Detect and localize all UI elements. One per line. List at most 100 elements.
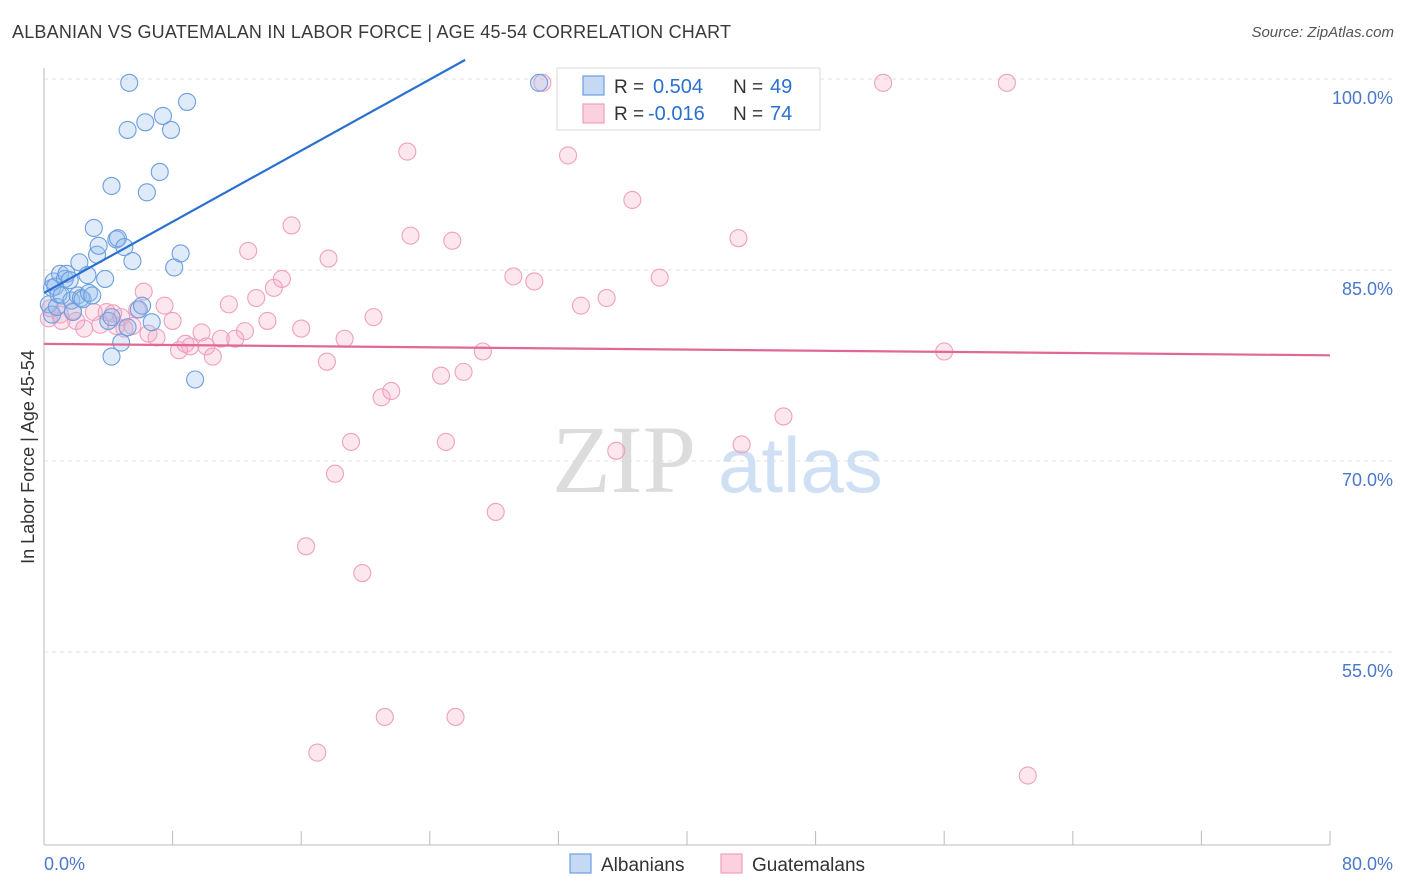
guatemalans-point (335, 329, 354, 348)
albanians-point (186, 370, 205, 389)
guatemalans-point (504, 267, 523, 286)
guatemalans-point (372, 388, 391, 407)
guatemalans-point (571, 296, 590, 315)
guatemalans-point (317, 352, 336, 371)
guatemalans-series-swatch (720, 853, 743, 874)
x-tick-label-min: 0.0% (44, 854, 85, 874)
guatemalans-point (247, 288, 266, 308)
albanians-point (112, 333, 131, 352)
y-tick-label: 85.0% (1342, 279, 1393, 299)
guatemalans-point (226, 329, 245, 348)
guatemalans-point (558, 146, 578, 165)
gridlines (44, 78, 1393, 653)
watermark-atlas: atlas (718, 421, 883, 509)
albanians-point (150, 162, 169, 182)
albanians-point (70, 253, 89, 272)
albanians-point (83, 286, 102, 305)
source-label: Source: ZipAtlas.com (1251, 24, 1394, 41)
albanians-n-label: N = (733, 77, 763, 98)
albanians-series-swatch (569, 853, 592, 874)
guatemalans-point (155, 296, 174, 315)
guatemalans-point (597, 288, 616, 308)
guatemalans-n-value: 74 (770, 103, 792, 125)
guatemalans-point (486, 502, 505, 521)
guatemalans-point (729, 229, 748, 248)
guatemalans-point (525, 272, 544, 291)
albanians-point (118, 120, 137, 139)
guatemalans-point (997, 73, 1016, 92)
albanians-r-label: R = (614, 77, 644, 98)
albanians-trend-line (43, 58, 466, 294)
guatemalans-point (454, 362, 473, 381)
guatemalans-point (436, 432, 455, 451)
guatemalans-point (258, 311, 277, 330)
guatemalans-point (181, 337, 200, 356)
guatemalans-point (97, 302, 116, 322)
guatemalans-point (235, 322, 254, 341)
guatemalans-n-label: N = (733, 104, 763, 125)
guatemalans-point (364, 308, 383, 327)
guatemalans-point (1018, 766, 1037, 785)
albanians-point (142, 313, 161, 332)
guatemalans-point (774, 407, 793, 426)
guatemalans-point (874, 73, 893, 92)
guatemalans-point (353, 564, 372, 583)
guatemalans-point (75, 319, 94, 338)
guatemalans-legend-swatch (582, 103, 605, 124)
guatemalans-point (319, 249, 338, 268)
y-tick-label: 55.0% (1342, 661, 1393, 681)
guatemalans-point (650, 268, 669, 287)
albanians-point (102, 308, 121, 327)
chart-title: ALBANIAN VS GUATEMALAN IN LABOR FORCE | … (12, 22, 732, 42)
x-ticks (172, 831, 1331, 845)
guatemalans-r-label: R = (614, 104, 644, 125)
series-legend: Albanians Guatemalans (569, 853, 865, 876)
guatemalans-point (192, 323, 211, 342)
albanians-point (136, 113, 155, 132)
albanians-point (137, 183, 156, 202)
stats-legend: R = 0.504 N = 49 R = -0.016 N = 74 (556, 67, 821, 131)
y-tick-labels: 100.0% 85.0% 70.0% 55.0% (1332, 88, 1393, 681)
guatemalans-point (398, 142, 417, 161)
guatemalans-point (325, 464, 345, 483)
trend-lines (43, 58, 1331, 357)
albanians-point (123, 252, 142, 271)
albanians-n-value: 49 (770, 76, 792, 98)
guatemalans-point (607, 441, 626, 460)
albanians-point (102, 347, 121, 366)
albanians-point (63, 302, 82, 322)
x-tick-label-max: 80.0% (1342, 854, 1393, 874)
albanians-point (133, 296, 152, 315)
albanians-point (51, 264, 70, 283)
guatemalans-trend-line (43, 342, 1331, 357)
guatemalans-point (211, 329, 230, 348)
guatemalans-series-label: Guatemalans (752, 855, 865, 876)
albanians-point (530, 73, 549, 92)
guatemalans-point (292, 319, 311, 338)
guatemalans-point (732, 435, 751, 454)
guatemalans-point (341, 432, 361, 451)
y-tick-label: 70.0% (1342, 470, 1393, 490)
guatemalans-point (623, 190, 642, 210)
albanians-point (89, 236, 108, 255)
guatemalans-point (432, 366, 451, 385)
albanians-point (108, 229, 127, 248)
albanians-r-value: 0.504 (653, 76, 703, 98)
albanians-point (120, 73, 139, 92)
albanians-point (102, 176, 121, 196)
guatemalans-r-value: -0.016 (648, 103, 705, 125)
guatemalans-point (147, 328, 166, 347)
guatemalans-point (308, 743, 327, 762)
watermark: ZIP atlas (552, 406, 883, 513)
guatemalans-point (446, 707, 465, 726)
guatemalans-point (296, 537, 316, 556)
guatemalans-point (401, 226, 420, 245)
guatemalans-point (176, 334, 195, 353)
guatemalans-point (443, 231, 462, 250)
y-tick-label: 100.0% (1332, 88, 1393, 108)
albanians-point (96, 269, 115, 288)
guatemalans-point (382, 381, 401, 401)
guatemalans-point (239, 241, 258, 260)
guatemalans-points (39, 73, 1037, 785)
